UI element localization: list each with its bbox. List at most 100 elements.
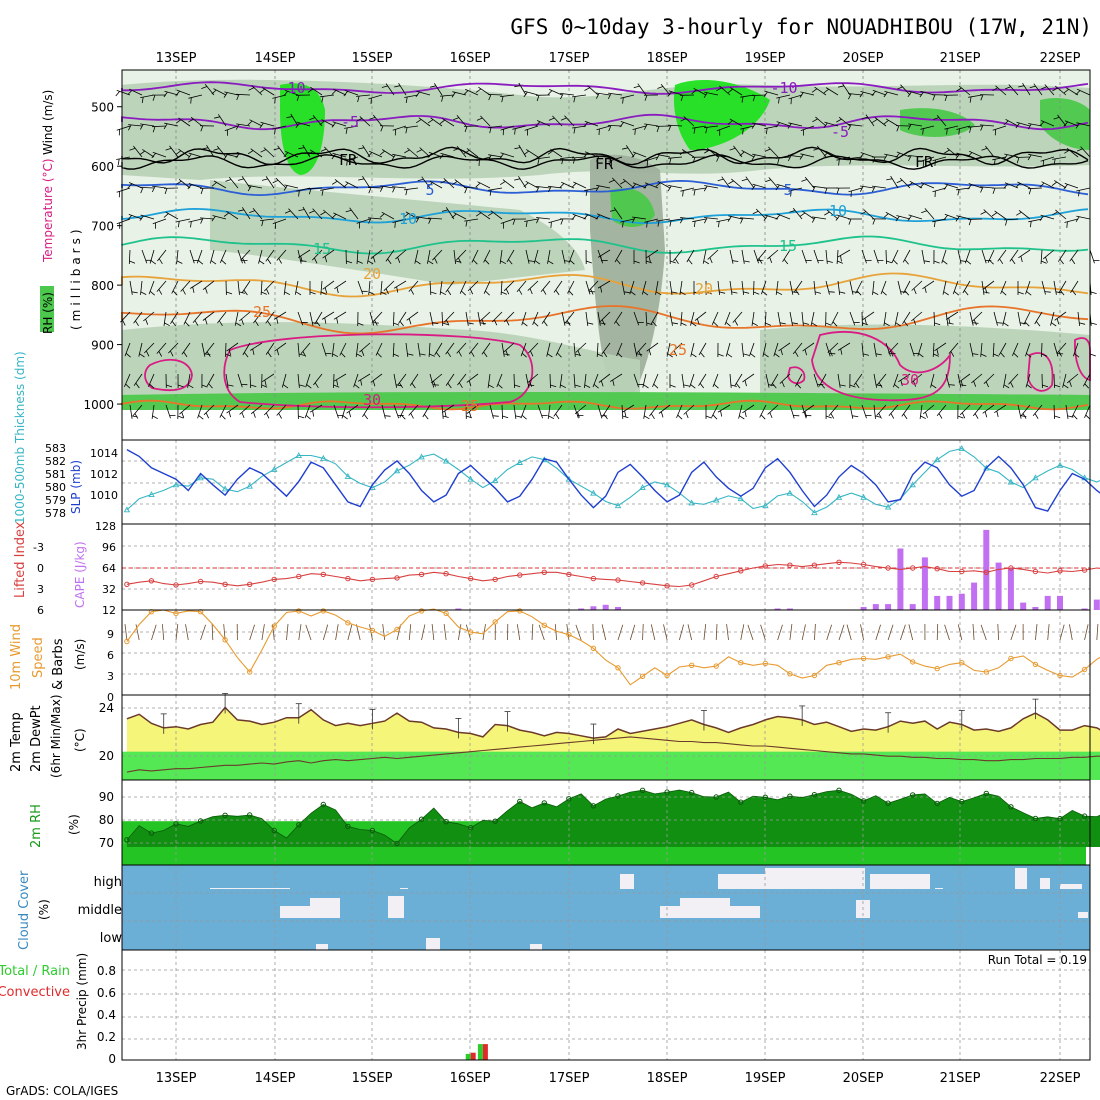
date-label-top: 17SEP	[549, 51, 590, 66]
wind-barb-feather	[680, 95, 684, 102]
wind-barb-feather	[360, 379, 363, 386]
wind-barb-feather	[680, 217, 684, 224]
wind-barb	[333, 311, 347, 320]
wind-barb	[1003, 373, 1007, 388]
wind-barb-feather	[871, 186, 876, 192]
wind-barb-feather	[799, 92, 804, 98]
temp-units-label: (°C)	[73, 728, 87, 752]
wind-barb	[837, 280, 841, 295]
wind-barb-feather	[515, 415, 522, 418]
wind-barb	[982, 404, 995, 414]
lifted-index-line-marker	[1081, 567, 1088, 573]
wind-barb	[367, 217, 383, 220]
wind-barb	[652, 373, 659, 388]
wind-barb-feather	[609, 209, 616, 212]
wind-barb-feather	[731, 291, 738, 294]
wind-barb-feather	[485, 290, 490, 296]
wind-barb	[346, 404, 359, 414]
wind-barb-feather	[856, 290, 862, 296]
wind-barb	[176, 218, 191, 223]
cape-tick: 64	[102, 562, 116, 575]
wind-barb	[621, 404, 635, 413]
wind-barb-feather	[523, 91, 528, 98]
wind-barb-feather	[968, 219, 972, 226]
wind-barb-feather	[643, 124, 648, 130]
wind-barb	[1044, 84, 1055, 96]
wind-barb	[321, 311, 335, 320]
wind-barb	[440, 152, 455, 158]
wind-barb	[202, 280, 215, 291]
wind-barb-feather	[1052, 87, 1058, 92]
wind-barb	[775, 280, 779, 295]
wind-barb-feather	[907, 91, 912, 98]
wind-barb-feather	[631, 152, 637, 158]
wind-barb-feather	[645, 260, 652, 264]
wind-barb-feather	[895, 215, 900, 222]
wind-barb-feather	[211, 89, 217, 95]
wind-barb	[620, 218, 635, 223]
rh-line-marker	[566, 796, 572, 802]
wind-speed-line-marker	[173, 610, 179, 617]
rh2m-units-label: (%)	[67, 814, 81, 835]
wind-barb-feather	[1075, 123, 1080, 129]
wind-barb	[152, 151, 167, 158]
wind-barb	[228, 176, 239, 189]
wind-barb	[776, 183, 791, 189]
wind-barb-feather	[615, 320, 620, 327]
wind-barb-feather	[574, 384, 581, 387]
wind-barb	[752, 153, 767, 158]
wind-barb	[537, 404, 543, 419]
wind-barb-feather	[883, 154, 888, 161]
wind-barb-feather	[357, 260, 363, 264]
wind-barb-feather	[430, 291, 437, 295]
wind-barb-feather	[989, 259, 994, 265]
surface-wind-barb	[575, 624, 582, 641]
surface-wind-barb	[687, 624, 693, 641]
wind-barb	[872, 280, 875, 295]
wind-barb	[312, 249, 323, 261]
cape-bar	[872, 604, 879, 610]
wind-barb-feather	[1020, 256, 1023, 263]
wind-barb-feather	[848, 218, 852, 225]
wind-barb	[813, 280, 816, 295]
wind-barb-feather	[957, 189, 960, 196]
wind-barb-feather	[320, 211, 326, 216]
wind-barb	[711, 311, 719, 325]
wind-barb	[553, 280, 563, 293]
lifted-index-line-marker	[590, 575, 597, 582]
wind-barb	[502, 179, 515, 189]
wind-barb	[1076, 187, 1091, 192]
wind-barb-feather	[228, 411, 231, 418]
wind-barb-feather	[577, 411, 580, 418]
wind-barb	[372, 114, 383, 127]
cloud-fill	[122, 865, 1090, 950]
wind-barb-feather	[298, 190, 300, 197]
cloud-clear-high	[935, 888, 943, 889]
wind-barb-feather	[151, 186, 156, 193]
wind-barb	[249, 342, 263, 351]
cape-bar	[971, 582, 978, 610]
wind-barb	[445, 342, 455, 355]
wind-barb-feather	[298, 353, 305, 356]
wind-barb	[170, 311, 179, 325]
wind-barb	[668, 90, 683, 96]
wind-barb	[920, 125, 935, 130]
wind-barb	[1071, 404, 1079, 418]
cloud-axis-label: Cloud Cover	[17, 870, 32, 950]
wind-barb-feather	[278, 258, 282, 264]
wind-barb	[734, 373, 743, 387]
lifted-index-line-marker	[762, 563, 768, 569]
rh-line-marker	[369, 827, 376, 834]
wind-barb	[596, 342, 599, 358]
wind-barb-feather	[652, 321, 657, 327]
wind-barb	[1077, 311, 1080, 326]
wind-barb	[206, 373, 215, 387]
lifted-index-line-marker	[247, 581, 253, 587]
thickness-marker	[737, 495, 745, 502]
wind-barb-feather	[284, 210, 291, 214]
wind-barb-feather	[295, 291, 302, 296]
wind-barb	[226, 342, 239, 352]
slp-axis-label: SLP (mb)	[69, 460, 83, 514]
thickness-marker	[270, 466, 278, 472]
